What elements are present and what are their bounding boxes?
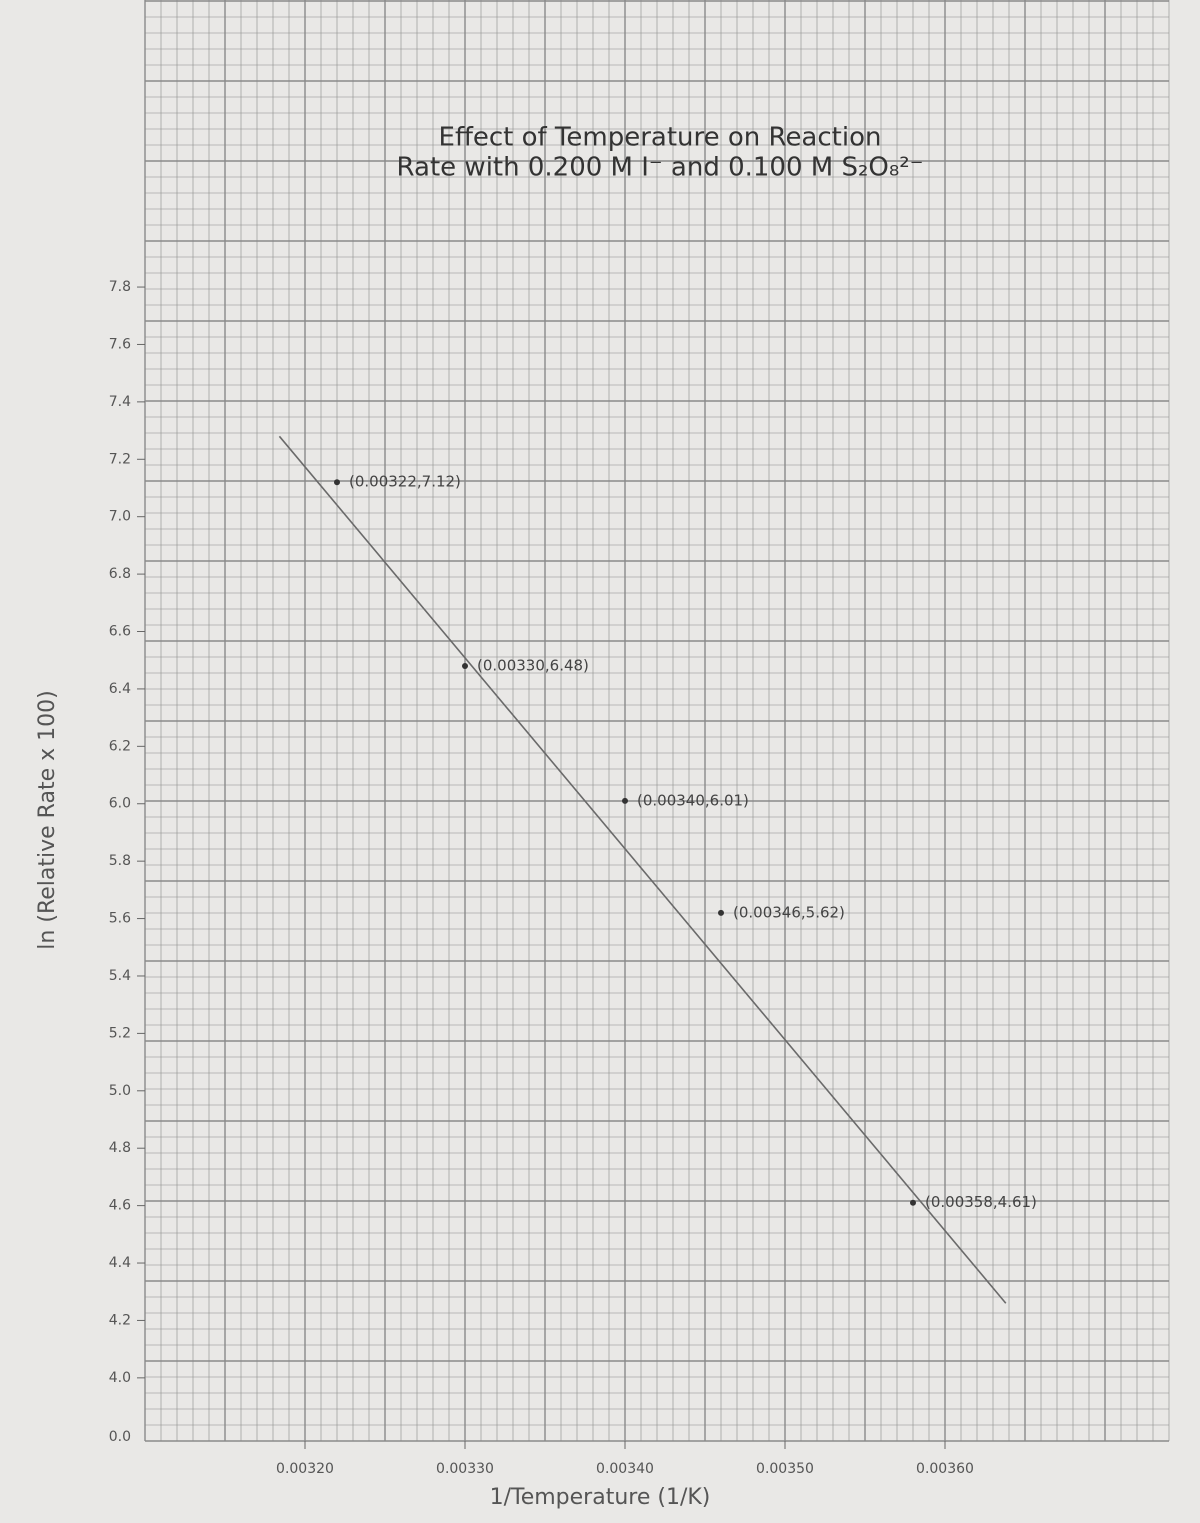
data-point: [334, 479, 340, 486]
y-tick-label: 7.2: [109, 451, 131, 467]
x-tick-label: 0.00350: [756, 1461, 814, 1477]
y-tick-label: 6.8: [109, 566, 131, 582]
y-tick-label: 4.8: [109, 1140, 131, 1156]
graph-paper: [144, 0, 1170, 1442]
data-point: [718, 909, 724, 916]
data-point: [622, 797, 628, 804]
y-tick-label: 5.2: [109, 1025, 131, 1041]
point-label: (0.00322,7.12): [349, 473, 461, 491]
y-tick-label: 7.8: [109, 279, 131, 295]
y-tick-label: 5.4: [109, 968, 131, 984]
y-tick-label: 5.0: [109, 1083, 131, 1099]
data-point: [910, 1199, 916, 1206]
y-break-label: 0.0: [109, 1429, 131, 1445]
trend-line: [278, 435, 1007, 1304]
x-tick-label: 0.00340: [596, 1461, 654, 1477]
y-tick-label: 6.0: [109, 796, 131, 812]
y-tick-label: 7.6: [109, 336, 131, 352]
y-tick-label: 7.0: [109, 509, 131, 525]
x-tick-label: 0.00360: [916, 1461, 974, 1477]
chart-title: Effect of Temperature on Reaction: [439, 123, 882, 153]
y-tick-label: 7.4: [109, 394, 131, 410]
y-tick-label: 6.6: [109, 624, 131, 640]
x-axis-title: 1/Temperature (1/K): [490, 1485, 711, 1510]
y-tick-label: 4.0: [109, 1370, 131, 1386]
y-tick-label: 4.6: [109, 1198, 131, 1214]
point-label: (0.00330,6.48): [477, 656, 589, 674]
y-tick-label: 4.4: [109, 1255, 131, 1271]
chart-title: Rate with 0.200 M I⁻ and 0.100 M S₂O₈²⁻: [397, 153, 924, 183]
point-label: (0.00358,4.61): [925, 1193, 1037, 1211]
y-tick-label: 6.4: [109, 681, 131, 697]
y-tick-label: 5.6: [109, 911, 131, 927]
x-tick-label: 0.00320: [276, 1461, 334, 1477]
y-tick-label: 4.2: [109, 1312, 131, 1328]
y-tick-label: 5.8: [109, 853, 131, 869]
data-point: [462, 662, 468, 669]
y-axis-title: ln (Relative Rate x 100): [35, 690, 60, 949]
y-tick-label: 6.2: [109, 738, 131, 754]
point-label: (0.00340,6.01): [637, 791, 749, 809]
point-label: (0.00346,5.62): [733, 903, 845, 921]
x-tick-label: 0.00330: [436, 1461, 494, 1477]
